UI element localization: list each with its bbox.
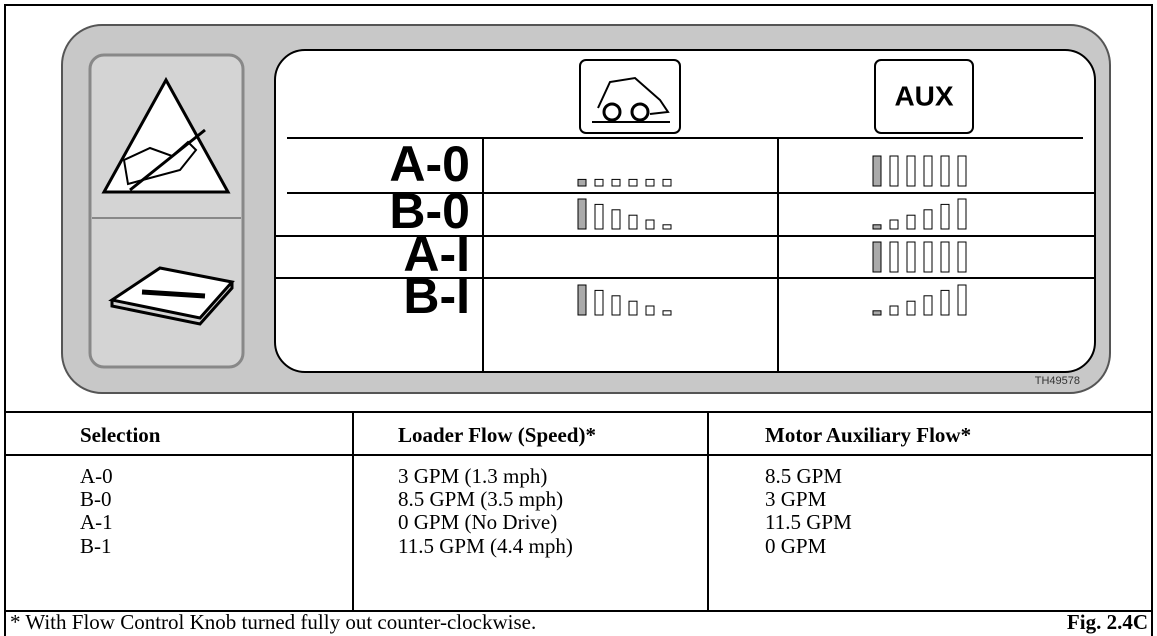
- table-cell: 8.5 GPM: [765, 464, 842, 488]
- flow-bar: [595, 179, 603, 186]
- flow-bar: [578, 179, 586, 186]
- aux-label: AUX: [894, 80, 953, 111]
- table-cell: 8.5 GPM (3.5 mph): [398, 487, 563, 511]
- flow-bar: [941, 204, 949, 229]
- flow-bar: [595, 204, 603, 229]
- flow-bar: [873, 225, 881, 229]
- flow-bar: [907, 301, 915, 315]
- flow-bar: [612, 179, 620, 186]
- flow-bar: [890, 242, 898, 272]
- flow-bar: [663, 179, 671, 186]
- flow-bar: [958, 199, 966, 229]
- flow-bar: [873, 311, 881, 315]
- table-cell: A-0: [80, 464, 113, 488]
- wheel: [604, 104, 620, 120]
- flow-bar: [907, 156, 915, 186]
- part-code: TH49578: [1035, 375, 1080, 387]
- flow-bar: [578, 285, 586, 315]
- flow-bar: [924, 296, 932, 315]
- flow-bar: [595, 290, 603, 315]
- flow-bar: [924, 242, 932, 272]
- flow-bar: [629, 215, 637, 229]
- flow-bar: [578, 199, 586, 229]
- table-header: Loader Flow (Speed)*: [398, 423, 596, 447]
- table-cell: 0 GPM (No Drive): [398, 510, 557, 534]
- flow-bar: [958, 156, 966, 186]
- flow-bar: [907, 215, 915, 229]
- flow-bar: [663, 225, 671, 229]
- table-header: Motor Auxiliary Flow*: [765, 423, 971, 447]
- flow-bar: [924, 210, 932, 229]
- flow-bar: [646, 306, 654, 315]
- loader-icon: [580, 60, 680, 133]
- flow-bar: [958, 285, 966, 315]
- flow-bar: [612, 210, 620, 229]
- table-cell: 11.5 GPM: [765, 510, 852, 534]
- table-cell: B-1: [80, 534, 112, 558]
- figure-label: Fig. 2.4C: [1067, 610, 1148, 634]
- flow-bar: [890, 220, 898, 229]
- flow-bar: [907, 242, 915, 272]
- table-cell: 0 GPM: [765, 534, 827, 558]
- flow-bar: [629, 179, 637, 186]
- table-cell: 3 GPM (1.3 mph): [398, 464, 547, 488]
- flow-bar: [646, 220, 654, 229]
- flow-bar: [958, 242, 966, 272]
- flow-bar: [612, 296, 620, 315]
- flow-bar: [646, 179, 654, 186]
- flow-bar: [629, 301, 637, 315]
- table-header: Selection: [80, 423, 161, 447]
- flow-bar: [663, 311, 671, 315]
- flow-bar: [924, 156, 932, 186]
- flow-bar: [890, 306, 898, 315]
- flow-bar: [873, 156, 881, 186]
- table-body: A-0 3 GPM (1.3 mph) 8.5 GPM B-0 8.5 GPM (3.5…: [80, 464, 852, 558]
- table-cell: 11.5 GPM (4.4 mph): [398, 534, 573, 558]
- footnote: * With Flow Control Knob turned fully ou…: [10, 610, 536, 634]
- row-label: B-I: [403, 268, 470, 324]
- table-cell: 3 GPM: [765, 487, 827, 511]
- flow-bar: [873, 242, 881, 272]
- table-cell: B-0: [80, 487, 112, 511]
- flow-bar: [890, 156, 898, 186]
- flow-bar: [941, 242, 949, 272]
- table-cell: A-1: [80, 510, 113, 534]
- wheel: [632, 104, 648, 120]
- flow-bar: [941, 156, 949, 186]
- page: AUX A-0 B-0 A-I B-I TH49578 Selection Lo…: [0, 0, 1157, 636]
- flow-bar: [941, 290, 949, 315]
